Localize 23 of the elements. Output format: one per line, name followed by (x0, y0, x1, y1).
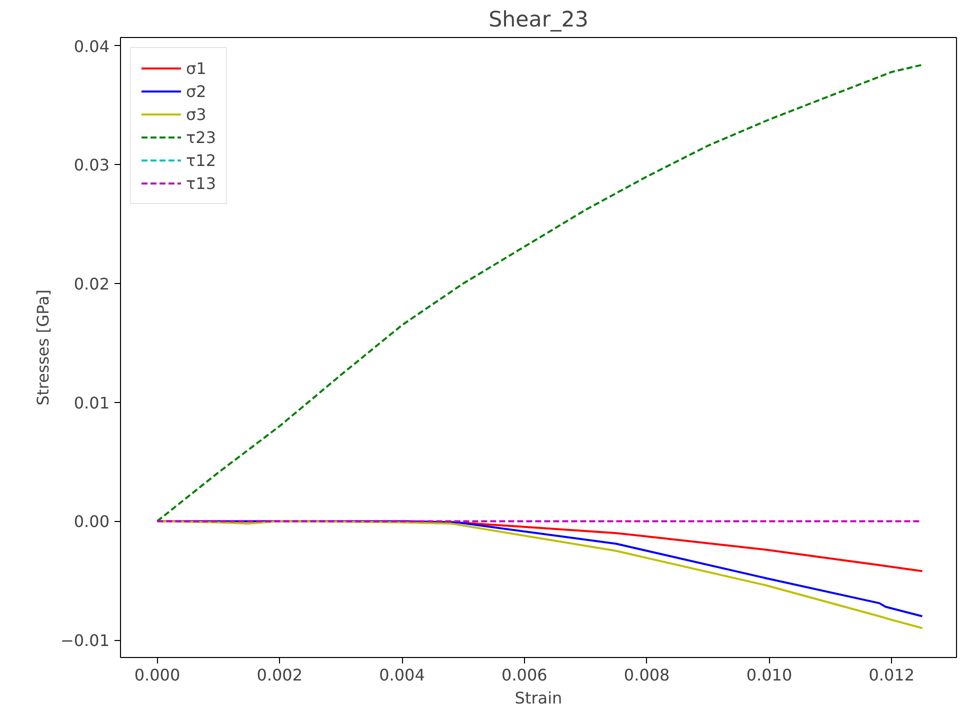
x-tick-label: 0.008 (624, 666, 670, 684)
y-tick-label: 0.00 (74, 512, 110, 532)
x-axis-title: Strain (514, 688, 562, 708)
line-series (156, 64, 924, 522)
x-tick-label: 0.006 (502, 666, 548, 684)
x-tick-label: 0.010 (746, 666, 792, 684)
legend-label: σ1 (186, 58, 206, 78)
x-tick-label: 0.002 (256, 666, 303, 684)
x-tick-label: 0.004 (379, 666, 425, 684)
y-tick-label: 0.01 (74, 393, 110, 412)
y-axis-title: Stresses [GPa] (33, 289, 52, 406)
y-tick-label: 0.02 (74, 274, 110, 294)
legend-label: τ13 (186, 174, 216, 192)
chart-title: Shear_23 (488, 8, 588, 32)
legend-label: τ23 (186, 128, 216, 146)
legend-label: σ2 (186, 82, 206, 100)
x-tick-label: 0.012 (868, 666, 915, 684)
y-tick-label: −0.01 (60, 631, 110, 650)
legend-label: σ3 (186, 104, 206, 124)
y-tick-label: 0.04 (74, 36, 110, 56)
x-tick-label: 0.000 (134, 666, 180, 684)
legend-label: τ12 (186, 150, 216, 170)
y-tick-label: 0.03 (74, 156, 110, 175)
